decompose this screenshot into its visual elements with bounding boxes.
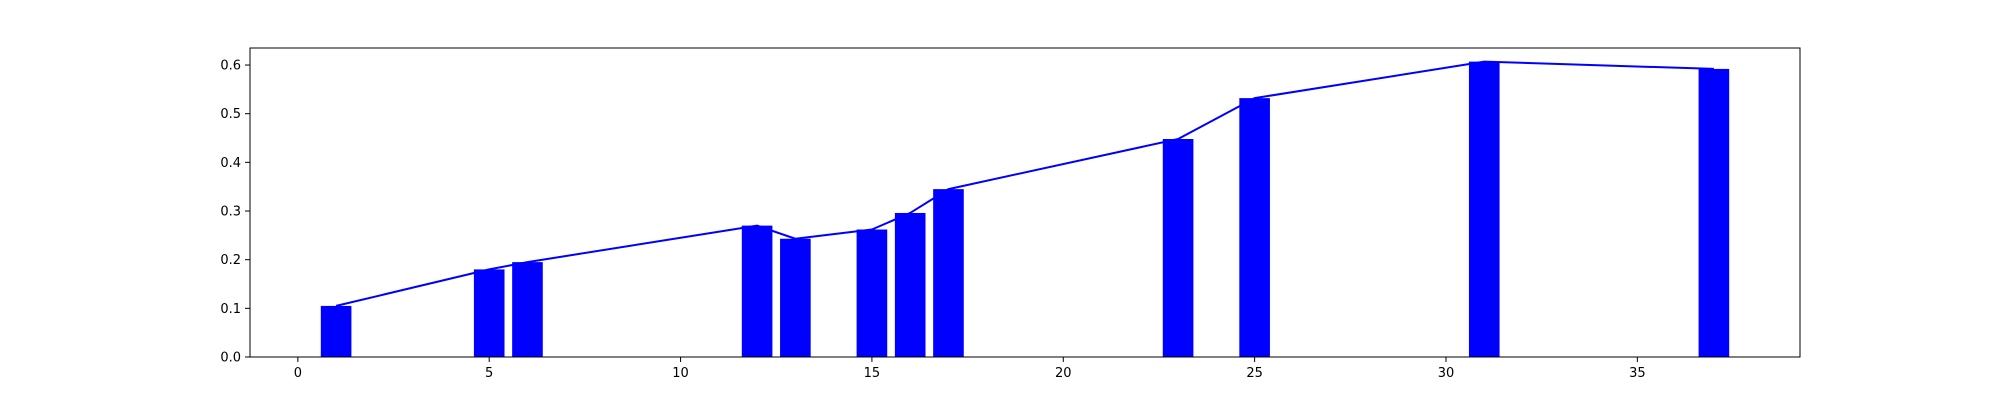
bar — [320, 305, 352, 357]
y-tick-label: 0.5 — [220, 107, 241, 122]
x-tick-label: 0 — [294, 366, 302, 381]
x-tick-label: 30 — [1438, 366, 1455, 381]
x-tick-label: 5 — [485, 366, 493, 381]
bars-layer — [320, 61, 1730, 358]
y-tick-label: 0.3 — [220, 205, 241, 220]
plot-frame — [249, 47, 1801, 358]
bar — [512, 262, 543, 357]
y-tick-label: 0.0 — [220, 351, 241, 366]
bar — [741, 225, 773, 357]
bar — [933, 189, 964, 357]
x-tick-label: 35 — [1629, 366, 1646, 381]
y-tick-label: 0.1 — [220, 302, 241, 317]
y-tick-label: 0.6 — [220, 59, 241, 74]
bar — [1698, 68, 1730, 358]
bar — [1162, 139, 1194, 357]
x-tick-label: 10 — [672, 366, 689, 381]
x-tick-label: 15 — [864, 366, 881, 381]
bar — [473, 269, 505, 357]
y-axis: 0.0 0.1 0.2 0.3 0.4 0.5 0.6 — [220, 59, 250, 366]
bar — [1239, 98, 1270, 358]
bar — [780, 238, 811, 357]
x-tick-label: 20 — [1055, 366, 1072, 381]
bar — [894, 212, 926, 357]
x-tick-label: 25 — [1246, 366, 1263, 381]
bar — [1468, 61, 1500, 357]
y-tick-label: 0.4 — [220, 156, 241, 171]
line-layer — [335, 60, 1714, 307]
bar — [856, 229, 888, 357]
x-axis: 0 5 10 15 20 25 30 35 — [294, 357, 1646, 381]
y-tick-label: 0.2 — [220, 253, 241, 268]
series-line — [335, 60, 1714, 307]
